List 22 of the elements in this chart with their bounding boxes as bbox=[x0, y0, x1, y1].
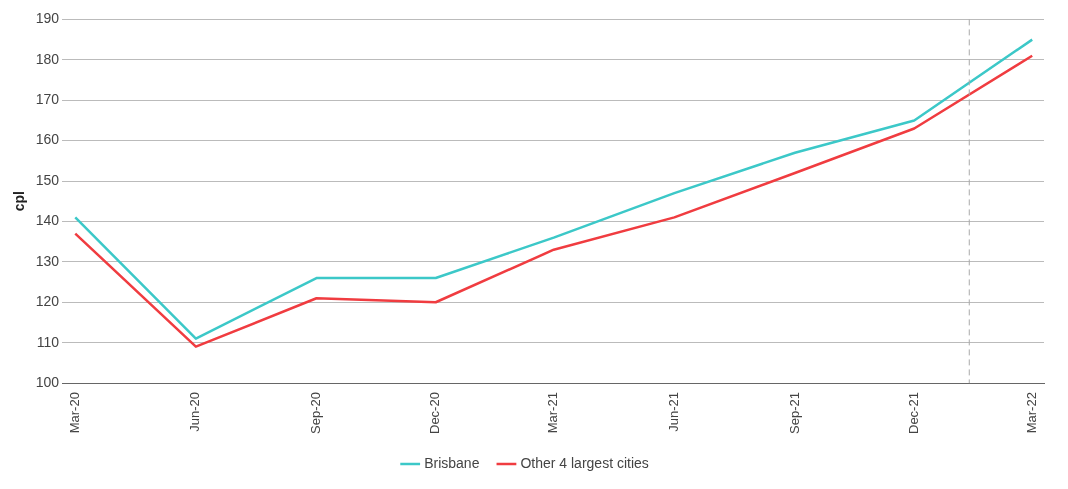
y-tick-label: 140 bbox=[35, 212, 60, 229]
y-axis-title: cpl bbox=[11, 191, 28, 212]
y-tick-label: 150 bbox=[35, 171, 60, 188]
legend-label: Brisbane bbox=[424, 454, 480, 471]
x-tick-label: Mar-20 bbox=[66, 392, 82, 434]
y-tick-label: 190 bbox=[35, 10, 60, 27]
x-tick-label: Jun-20 bbox=[187, 392, 203, 432]
y-tick-label: 170 bbox=[35, 91, 60, 108]
x-tick-label: Dec-21 bbox=[905, 392, 921, 434]
x-tick-label: Jun-21 bbox=[665, 392, 681, 432]
x-tick-label: Dec-20 bbox=[427, 392, 443, 434]
x-tick-label: Mar-22 bbox=[1023, 392, 1039, 434]
y-tick-label: 180 bbox=[35, 50, 60, 67]
legend-label: Other 4 largest cities bbox=[520, 454, 649, 471]
y-tick-label: 110 bbox=[36, 333, 60, 350]
y-tick-label: 130 bbox=[35, 252, 60, 269]
x-tick-label: Sep-20 bbox=[308, 392, 324, 434]
x-tick-label: Mar-21 bbox=[545, 392, 561, 434]
y-tick-label: 160 bbox=[35, 131, 60, 148]
x-tick-label: Sep-21 bbox=[786, 392, 802, 434]
y-tick-label: 120 bbox=[35, 293, 60, 310]
y-tick-label: 100 bbox=[35, 373, 60, 390]
